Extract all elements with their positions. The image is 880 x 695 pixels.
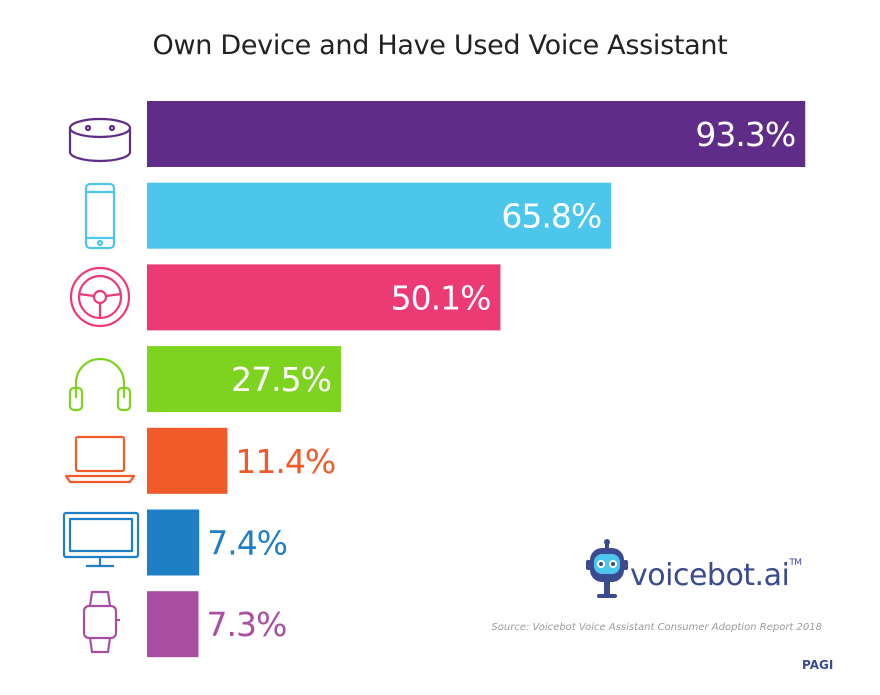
bar-value-label: 27.5% xyxy=(231,360,331,399)
chart-title: Own Device and Have Used Voice Assistant xyxy=(152,30,728,61)
logo-wordmark: voicebot.aiTM xyxy=(630,558,802,593)
smart-speaker-icon xyxy=(68,117,132,163)
bar-value-label: 65.8% xyxy=(501,197,601,236)
voicebot-logo: voicebot.aiTM xyxy=(582,538,842,608)
source-note: Source: Voicebot Voice Assistant Consume… xyxy=(491,622,822,633)
bar-value-label: 50.1% xyxy=(391,278,491,317)
laptop-icon xyxy=(64,435,136,484)
bar-car-steering-wheel xyxy=(147,264,501,331)
bar-value-label: 7.3% xyxy=(207,605,287,644)
headphones-icon xyxy=(68,357,132,412)
bar-value-label: 11.4% xyxy=(235,442,335,481)
logo-trademark: TM xyxy=(789,558,802,568)
bar-smart-speaker xyxy=(147,101,806,167)
robot-mascot-icon xyxy=(586,539,628,598)
car-steering-wheel-icon xyxy=(69,266,131,328)
bar-smartphone xyxy=(147,182,612,249)
page-marker: PAGI xyxy=(802,658,834,672)
smartwatch-icon xyxy=(82,590,120,654)
bar-headphones xyxy=(147,346,342,413)
bar-tv-monitor xyxy=(147,509,200,576)
bar-value-label: 93.3% xyxy=(695,115,795,154)
smartphone-icon xyxy=(84,182,116,250)
bar-laptop xyxy=(147,427,228,494)
tv-monitor-icon xyxy=(62,511,140,568)
bar-value-label: 7.4% xyxy=(207,524,287,563)
bar-smartwatch xyxy=(147,591,199,658)
logo-text: voicebot.ai xyxy=(630,558,790,593)
